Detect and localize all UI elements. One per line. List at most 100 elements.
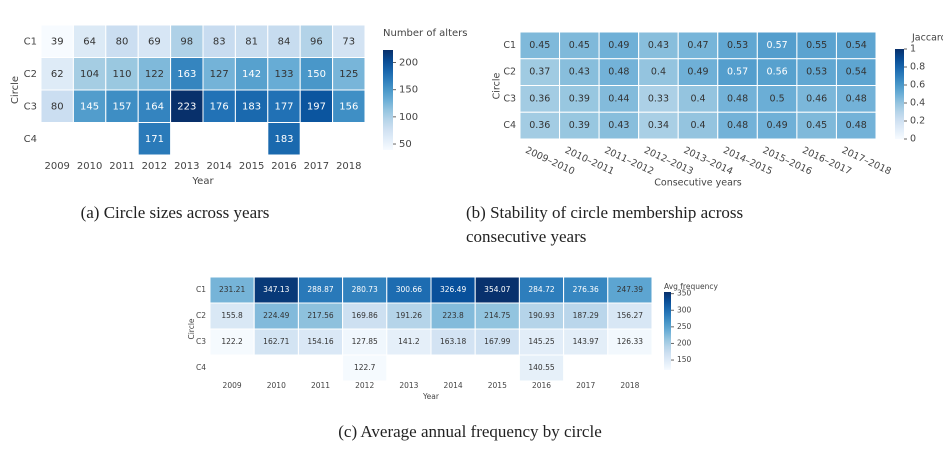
cell-label: 223 <box>177 101 196 112</box>
y-tick-label: C1 <box>503 40 516 51</box>
cell-label: 354.07 <box>484 285 510 294</box>
cell-label: 110 <box>112 69 131 80</box>
cell-label: 73 <box>342 36 355 47</box>
x-tick-label: 2013 <box>174 161 199 172</box>
colorbar-tick-label: 0.2 <box>910 116 925 127</box>
cell-label: 125 <box>339 69 358 80</box>
cell-label: 39 <box>51 36 64 47</box>
cell-label: 0.44 <box>608 93 629 104</box>
cell-label: 0.53 <box>806 67 827 78</box>
heatmap-cell <box>796 85 837 113</box>
cell-label: 247.39 <box>617 285 643 294</box>
heatmap-cell <box>267 24 301 58</box>
colorbar-tick-label: 200 <box>677 338 692 347</box>
cell-label: 231.21 <box>219 285 245 294</box>
heatmap-cell <box>297 302 344 330</box>
cell-label: 96 <box>310 36 323 47</box>
cell-label: 0.33 <box>648 93 669 104</box>
cell-label: 0.48 <box>608 67 629 78</box>
y-tick-label: C1 <box>196 285 206 294</box>
heatmap-cell <box>756 111 798 140</box>
cell-label: 140.55 <box>528 363 554 372</box>
x-tick-label: 2010 <box>267 381 286 390</box>
cell-label: 80 <box>51 101 64 112</box>
heatmap-cell <box>835 85 877 113</box>
cell-label: 122 <box>145 69 164 80</box>
cell-label: 157 <box>112 101 131 112</box>
heatmap-cell <box>717 58 758 86</box>
cell-label: 0.49 <box>687 67 708 78</box>
cell-label: 163 <box>177 69 196 80</box>
cell-label: 183 <box>242 101 261 112</box>
cell-label: 145 <box>80 101 99 112</box>
heatmap-cell <box>756 58 798 86</box>
cell-label: 141.2 <box>398 337 420 346</box>
heatmap-cell <box>332 89 366 123</box>
cell-label: 326.49 <box>440 285 466 294</box>
heatmap-cell <box>234 57 269 91</box>
caption: consecutive years <box>466 227 586 246</box>
cell-label: 127.85 <box>352 337 378 346</box>
y-tick-label: C3 <box>24 101 37 112</box>
cell-label: 0.34 <box>648 120 669 131</box>
x-tick-label: 2017 <box>304 161 329 172</box>
cell-label: 62 <box>51 69 64 80</box>
cell-label: 0.47 <box>687 40 708 51</box>
cell-label: 127 <box>210 69 229 80</box>
cell-label: 284.72 <box>528 285 554 294</box>
cell-label: 0.55 <box>806 40 827 51</box>
cell-label: 163.18 <box>440 337 466 346</box>
heatmap-cell <box>72 24 107 58</box>
heatmap-cell <box>137 122 172 156</box>
heatmap-cell <box>72 57 107 91</box>
cell-label: 0.45 <box>806 120 827 131</box>
cell-label: 122.7 <box>354 363 376 372</box>
cell-label: 197 <box>307 101 326 112</box>
x-tick-label: 2014 <box>444 381 463 390</box>
cell-label: 0.36 <box>529 93 550 104</box>
heatmap-cell <box>299 57 334 91</box>
y-tick-label: C4 <box>503 120 516 131</box>
heatmap-cell <box>105 89 139 123</box>
x-tick-label: 2010 <box>77 161 102 172</box>
heatmap-cell <box>563 276 609 304</box>
heatmap-cell <box>518 354 565 382</box>
cell-label: 0.46 <box>806 93 827 104</box>
heatmap-cell <box>332 24 366 58</box>
colorbar-tick-label: 1 <box>910 44 916 55</box>
y-axis-label: Circle <box>10 76 21 104</box>
heatmap-cell <box>342 328 388 356</box>
cell-label: 0.48 <box>727 93 748 104</box>
cell-label: 0.4 <box>651 67 666 78</box>
cell-label: 0.54 <box>846 67 867 78</box>
x-tick-label: 2018 <box>336 161 361 172</box>
cell-label: 183 <box>274 134 293 145</box>
heatmap-cell <box>598 31 640 60</box>
heatmap-cell <box>137 57 172 91</box>
colorbar-tick-label: 150 <box>399 85 418 96</box>
cell-label: 0.57 <box>767 40 788 51</box>
cell-label: 0.36 <box>529 120 550 131</box>
cell-label: 64 <box>83 36 96 47</box>
y-tick-label: C2 <box>503 67 516 78</box>
x-tick-label: 2011 <box>311 381 330 390</box>
colorbar-tick-label: 300 <box>677 305 692 314</box>
cell-label: 150 <box>307 69 326 80</box>
cell-label: 133 <box>274 69 293 80</box>
x-tick-label: 2016 <box>271 161 296 172</box>
y-tick-label: C1 <box>24 36 37 47</box>
heatmap-cell <box>342 276 388 304</box>
heatmap-cell <box>677 31 719 60</box>
cell-label: 0.56 <box>767 67 788 78</box>
colorbar-tick-label: 200 <box>399 58 418 69</box>
colorbar-title: Avg frequency <box>664 282 718 291</box>
cell-label: 171 <box>145 134 164 145</box>
x-axis-label: Year <box>191 176 214 187</box>
cell-label: 164 <box>145 101 164 112</box>
cell-label: 0.4 <box>690 120 705 131</box>
colorbar-tick-label: 100 <box>399 112 418 123</box>
cell-label: 0.43 <box>608 120 629 131</box>
y-tick-label: C3 <box>503 93 516 104</box>
cell-label: 347.13 <box>263 285 289 294</box>
heatmap-cell <box>267 122 301 156</box>
